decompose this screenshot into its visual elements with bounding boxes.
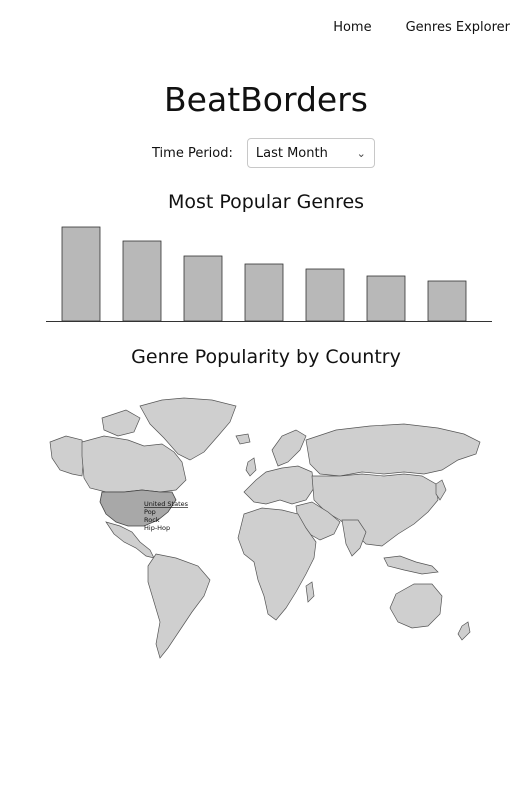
tooltip-genre-3: Hip-Hop (144, 524, 170, 532)
map-tooltip: United States Pop Rock Hip-Hop (144, 500, 189, 532)
map-country-india[interactable] (341, 519, 367, 557)
map-country-canada-islands[interactable] (101, 409, 141, 437)
map-country-south-america[interactable] (147, 553, 211, 659)
genre-bar-5[interactable] (305, 268, 345, 322)
tooltip-genre-2: Rock (144, 516, 160, 524)
nav-home-link[interactable]: Home (333, 20, 372, 35)
genre-bar-3[interactable] (183, 255, 223, 322)
map-country-canada[interactable] (81, 435, 187, 493)
map-country-new-zealand[interactable] (457, 621, 471, 641)
tooltip-genre-1: Pop (144, 508, 156, 516)
map-country-uk[interactable] (245, 457, 257, 477)
map-country-africa[interactable] (237, 507, 317, 621)
time-period-label: Time Period: (152, 145, 233, 161)
nav-genres-explorer-link[interactable]: Genres Explorer (405, 20, 510, 35)
chevron-down-icon: ⌄ (356, 146, 366, 160)
map-country-russia[interactable] (305, 423, 481, 477)
map-country-australia[interactable] (389, 583, 443, 629)
map-country-alaska[interactable] (49, 435, 85, 477)
bar-chart-title: Most Popular Genres (167, 191, 365, 213)
map-country-greenland[interactable] (139, 397, 237, 461)
time-period-filter: Time Period: Last Month ⌄ (152, 138, 375, 168)
genre-bar-7[interactable] (427, 280, 467, 322)
genre-bar-1[interactable] (61, 226, 101, 322)
time-period-select[interactable]: Last Month ⌄ (246, 138, 375, 168)
tooltip-country: United States (144, 500, 189, 508)
genre-bar-4[interactable] (244, 263, 284, 322)
world-map: United States Pop Rock Hip-Hop (49, 397, 481, 659)
map-country-madagascar[interactable] (305, 581, 315, 603)
map-country-united-states[interactable] (99, 489, 177, 527)
map-country-scandinavia[interactable] (271, 429, 307, 467)
genre-bar-2[interactable] (122, 240, 162, 322)
top-nav: Home Genres Explorer (333, 20, 510, 35)
app-title: BeatBorders (164, 80, 368, 119)
map-country-indonesia[interactable] (383, 555, 439, 575)
genre-bar-chart (46, 226, 492, 322)
map-country-asia[interactable] (311, 473, 439, 547)
map-country-iceland[interactable] (235, 433, 251, 445)
time-period-selected-value: Last Month (255, 145, 328, 161)
map-country-japan[interactable] (435, 479, 447, 501)
map-title: Genre Popularity by Country (131, 346, 401, 368)
genre-bar-6[interactable] (366, 275, 406, 322)
